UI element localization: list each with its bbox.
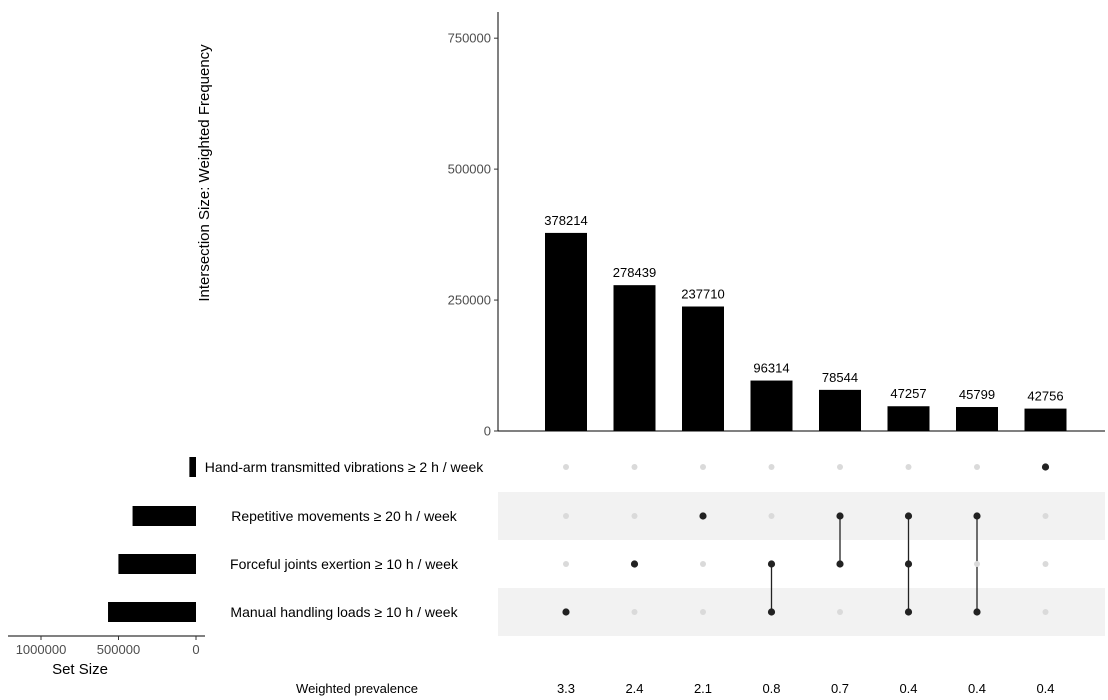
bar-value-label: 96314: [753, 361, 789, 376]
matrix-dot-inactive: [1042, 609, 1049, 615]
prevalence-value: 0.8: [762, 681, 780, 696]
matrix-dot-inactive: [768, 513, 775, 519]
intersection-bar: [956, 407, 998, 431]
matrix-dot-inactive: [837, 609, 843, 615]
y-tick-label: 250000: [448, 293, 491, 308]
prevalence-value: 0.7: [831, 681, 849, 696]
matrix-dot-inactive: [974, 561, 980, 567]
set-size-tick-label: 1000000: [16, 642, 67, 657]
intersection-bar: [1024, 408, 1067, 431]
matrix-dot-inactive: [563, 513, 569, 519]
bar-value-label: 237710: [681, 286, 724, 301]
matrix-dot-active: [562, 608, 570, 616]
set-size-bars: Hand-arm transmitted vibrations ≥ 2 h / …: [8, 457, 484, 657]
matrix-dot-inactive: [1042, 513, 1049, 519]
y-axis-title: Intersection Size: Weighted Frequency: [196, 44, 213, 302]
y-tick-label: 500000: [448, 162, 491, 177]
matrix-dot-inactive: [631, 464, 638, 470]
matrix-dot-active: [973, 608, 981, 616]
intersection-bar: [819, 389, 861, 431]
set-size-bar: [189, 457, 196, 477]
membership-matrix: [562, 463, 1050, 616]
y-tick-label: 0: [484, 424, 491, 439]
matrix-row-shade: [498, 588, 1105, 636]
matrix-dot-inactive: [631, 609, 638, 615]
bar-value-label: 378214: [544, 213, 587, 228]
prevalence-row: 3.3 2.4 2.1 0.8 0.7 0.4 0.4 0.4: [557, 681, 1055, 696]
set-size-bar: [118, 554, 196, 574]
bar-value-label: 47257: [890, 386, 926, 401]
set-size-tick-label: 0: [192, 642, 199, 657]
prevalence-value: 2.4: [625, 681, 643, 696]
matrix-dot-active: [836, 512, 844, 520]
set-size-axis-title: Set Size: [52, 661, 108, 678]
matrix-dot-active: [836, 560, 844, 568]
matrix-dot-active: [1041, 463, 1050, 471]
matrix-row-shade: [498, 492, 1105, 540]
intersection-bar: [613, 285, 656, 431]
matrix-dot-active: [904, 560, 913, 568]
prevalence-value: 0.4: [968, 681, 986, 696]
matrix-dot-inactive: [563, 561, 569, 567]
bar-value-label: 42756: [1027, 389, 1063, 404]
bar-value-label: 78544: [822, 370, 858, 385]
matrix-dot-active: [904, 608, 913, 616]
matrix-dot-active: [767, 608, 776, 616]
set-name-label: Hand-arm transmitted vibrations ≥ 2 h / …: [205, 459, 484, 475]
bar-value-label: 45799: [959, 387, 995, 402]
intersection-bar: [682, 306, 724, 431]
matrix-dot-active: [630, 560, 639, 568]
matrix-shading: [498, 492, 1105, 636]
y-tick-label: 750000: [448, 31, 491, 46]
matrix-dot-active: [699, 512, 707, 520]
matrix-dot-inactive: [700, 464, 706, 470]
matrix-dot-inactive: [700, 561, 706, 567]
prevalence-value: 0.4: [899, 681, 917, 696]
matrix-dot-inactive: [563, 464, 569, 470]
matrix-dot-inactive: [631, 513, 638, 519]
prevalence-value: 2.1: [694, 681, 712, 696]
matrix-dot-inactive: [974, 464, 980, 470]
intersection-bars: 378214 278439 237710 96314 78544 47257 45799 42…: [544, 213, 1067, 431]
matrix-dot-active: [904, 512, 913, 520]
prevalence-value: 0.4: [1036, 681, 1054, 696]
set-size-bar: [132, 506, 196, 526]
matrix-dot-inactive: [837, 464, 843, 470]
intersection-bar: [750, 380, 793, 431]
prevalence-title: Weighted prevalence: [296, 681, 418, 696]
matrix-dot-inactive: [1042, 561, 1049, 567]
matrix-dot-inactive: [905, 464, 912, 470]
y-axis: 0 250000 500000 750000: [448, 12, 1105, 439]
intersection-bar: [545, 232, 587, 431]
bar-value-label: 278439: [613, 265, 656, 280]
intersection-bar: [887, 406, 930, 431]
prevalence-value: 3.3: [557, 681, 575, 696]
matrix-dot-inactive: [768, 464, 775, 470]
set-name-label: Forceful joints exertion ≥ 10 h / week: [230, 556, 459, 572]
set-name-label: Repetitive movements ≥ 20 h / week: [231, 508, 458, 524]
set-size-tick-label: 500000: [97, 642, 140, 657]
set-name-label: Manual handling loads ≥ 10 h / week: [230, 604, 458, 620]
matrix-dot-active: [973, 512, 981, 520]
matrix-dot-inactive: [700, 609, 706, 615]
matrix-dot-active: [767, 560, 776, 568]
set-size-bar: [108, 602, 196, 622]
